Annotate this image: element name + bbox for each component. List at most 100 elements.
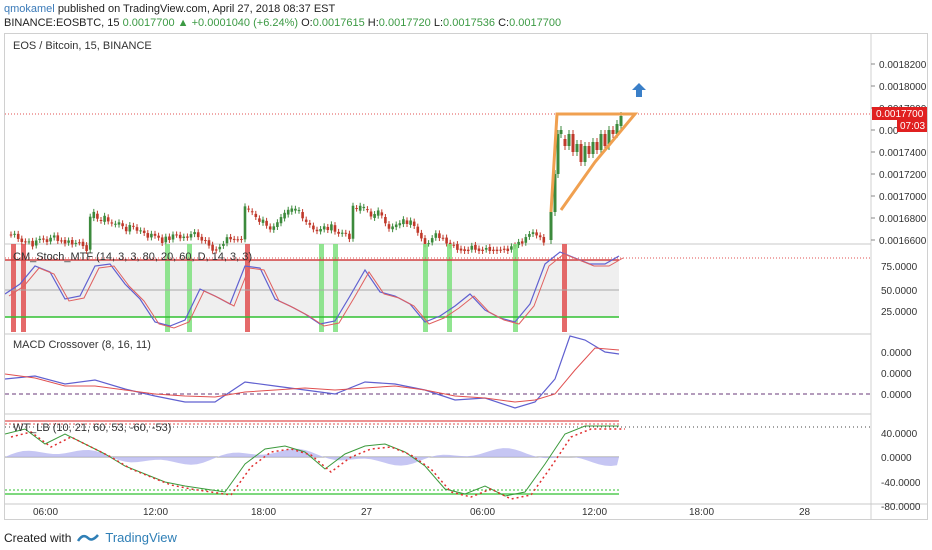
candle-body (438, 233, 441, 239)
candle-body (611, 130, 615, 134)
candle-body (495, 249, 499, 251)
candle-body (135, 227, 139, 231)
time-axis-label: 06:00 (33, 507, 58, 518)
candle-body (308, 222, 312, 225)
candle-body (265, 220, 268, 226)
candle-body (276, 222, 279, 227)
time-axis-label: 27 (361, 507, 373, 518)
stoch-signal-bar (21, 244, 26, 332)
candle-body (49, 237, 52, 242)
candle-body (139, 230, 142, 232)
up-triangle-icon: ▲ (177, 17, 189, 29)
candle-body (78, 242, 81, 244)
candle-body (20, 238, 24, 242)
candle-body (531, 232, 535, 235)
open-value: 0.0017615 (312, 17, 365, 29)
macd-line (4, 335, 620, 409)
stoch-k-line (4, 251, 620, 327)
price-tick-label: 0.0018000 (879, 82, 927, 93)
candle-body (470, 245, 474, 250)
candle-body (175, 234, 178, 236)
candle-body (559, 130, 563, 134)
candle-body (250, 211, 254, 213)
low-value: 0.0017536 (443, 17, 496, 29)
candle-body (556, 134, 560, 174)
candle-body (567, 134, 571, 146)
candle-body (427, 243, 430, 245)
candle-body (34, 240, 38, 246)
candle-body (355, 208, 358, 210)
candle-body (538, 235, 542, 238)
candle-body (38, 238, 42, 241)
stoch-signal-bar (165, 244, 170, 332)
candle-body (420, 232, 423, 239)
candle-body (304, 219, 308, 222)
macd-tick-3: 0.0000 (881, 390, 912, 401)
candle-body (45, 239, 49, 243)
candle-body (42, 238, 45, 240)
candle-body (549, 212, 553, 240)
candle-body (484, 248, 488, 250)
candle-body (27, 241, 31, 243)
candle-body (103, 215, 106, 222)
price-tick-label: 0.0016800 (879, 214, 927, 225)
candle-body (434, 233, 438, 238)
stoch-signal-bar (245, 244, 250, 332)
wt-histogram (5, 448, 619, 466)
candle-body (222, 243, 225, 246)
candle-body (189, 234, 193, 238)
candle-body (535, 232, 538, 236)
candle-body (398, 223, 402, 226)
candle-body (463, 249, 466, 251)
macd-tick-2: 0.0000 (881, 369, 912, 380)
candle-body (81, 241, 85, 247)
candle-body (171, 234, 175, 240)
candle-body (258, 218, 261, 222)
candle-body (200, 236, 204, 241)
candle-body (153, 233, 157, 236)
candle-body (99, 219, 103, 221)
candle-body (459, 248, 463, 251)
candle-body (211, 244, 214, 251)
candle-body (387, 224, 391, 229)
open-label: O: (301, 17, 313, 29)
candle-body (595, 142, 599, 150)
candle-body (348, 233, 351, 240)
stoch-signal-bar (423, 244, 428, 332)
candle-body (67, 240, 70, 243)
candle-body (492, 249, 495, 251)
candle-body (236, 239, 240, 241)
author-link[interactable]: qmokamel (4, 3, 55, 15)
tradingview-brand[interactable]: TradingView (105, 530, 177, 545)
candle-body (117, 222, 121, 225)
chart-frame[interactable]: EOS / Bitcoin, 15, BINANCE 0.0018200 0.00… (4, 33, 928, 520)
candlestick-series (9, 112, 623, 254)
time-axis-label: 12:00 (582, 507, 607, 518)
chart-svg[interactable]: EOS / Bitcoin, 15, BINANCE 0.0018200 0.00… (4, 34, 927, 519)
candle-body (563, 139, 567, 146)
candle-body (330, 224, 333, 231)
candle-body (362, 206, 366, 209)
price-tick-label: 0.0017200 (879, 170, 927, 181)
candle-body (488, 246, 492, 251)
candle-body (52, 235, 56, 238)
stoch-signal-bar (319, 244, 324, 332)
candle-body (196, 232, 200, 238)
candle-body (92, 211, 96, 219)
candle-body (142, 230, 146, 233)
candle-body (412, 221, 416, 226)
candle-body (160, 237, 164, 243)
candle-body (96, 213, 99, 219)
candle-body (204, 240, 207, 242)
candle-body (619, 116, 623, 126)
stoch-label: CM_Stoch_MTF (14, 3, 3, 80, 20, 60, D, 1… (13, 251, 252, 263)
candle-body (128, 225, 132, 232)
candle-body (587, 146, 591, 154)
symbol-label: BINANCE:EOSBTC, 15 (4, 17, 120, 29)
current-price-value: 0.0017700 (876, 109, 924, 120)
candle-body (268, 226, 272, 230)
candle-body (583, 146, 587, 162)
candle-body (74, 242, 78, 244)
candle-body (178, 234, 182, 239)
candle-body (247, 208, 250, 210)
